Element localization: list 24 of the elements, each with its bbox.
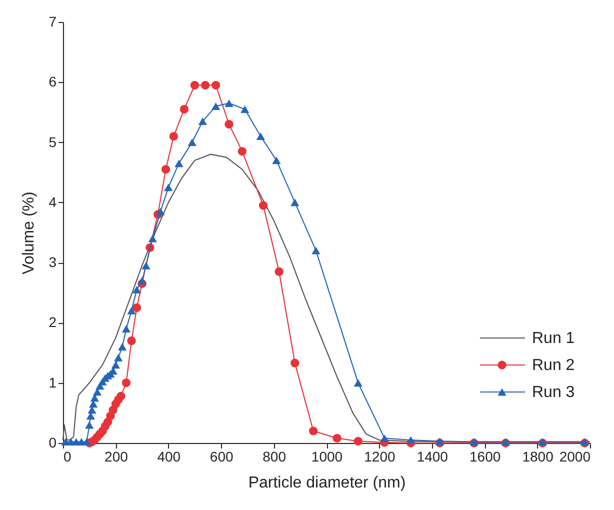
y-tick-label: 5	[48, 134, 57, 150]
x-tick-label: 1600	[470, 448, 501, 464]
x-tick-label: 1400	[416, 448, 448, 464]
x-tick-label: 600	[210, 448, 234, 464]
legend-label: Run 3	[532, 384, 575, 401]
x-tick-label: 800	[262, 448, 286, 464]
x-axis-title: Particle diameter (nm)	[248, 474, 406, 492]
legend-label: Run 2	[532, 357, 575, 374]
y-tick-label: 6	[48, 74, 57, 90]
y-axis-title: Volume (%)	[20, 192, 38, 274]
x-tick-label: 0	[64, 448, 72, 464]
y-tick-label: 3	[48, 254, 57, 270]
legend-label: Run 1	[532, 330, 575, 347]
y-tick-label: 1	[48, 374, 57, 390]
y-tick-label: 0	[48, 434, 57, 450]
y-tick-label: 4	[48, 194, 57, 210]
y-tick-label: 7	[48, 14, 57, 30]
x-tick-label: 2000	[559, 448, 591, 464]
x-tick-label: 200	[104, 448, 128, 464]
x-tick-label: 1000	[311, 448, 343, 464]
y-tick-label: 2	[48, 314, 57, 330]
x-tick-label: 1200	[364, 448, 396, 464]
x-tick-label: 400	[157, 448, 181, 464]
x-tick-label: 1800	[522, 448, 554, 464]
